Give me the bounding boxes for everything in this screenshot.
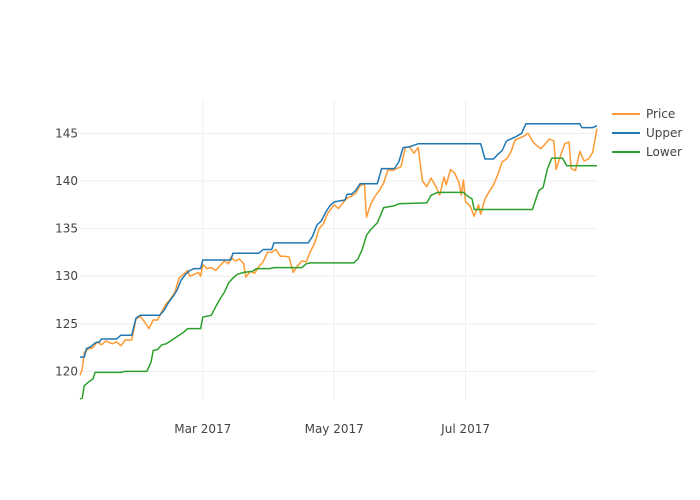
y-tick-label: 140 bbox=[55, 174, 78, 188]
y-tick-label: 130 bbox=[55, 269, 78, 283]
legend: Price Upper Lower bbox=[612, 107, 682, 159]
series-layer bbox=[79, 123, 598, 400]
x-tick-label: Mar 2017 bbox=[174, 422, 231, 436]
y-tick-label: 120 bbox=[55, 364, 78, 378]
y-tick-label: 135 bbox=[55, 222, 78, 236]
x-axis-tick-labels: Mar 2017 May 2017 Jul 2017 bbox=[174, 422, 490, 436]
x-tick-label: May 2017 bbox=[305, 422, 364, 436]
x-gridlines bbox=[202, 100, 467, 400]
legend-item-lower[interactable]: Lower bbox=[612, 145, 682, 159]
series-line-upper bbox=[80, 123, 598, 358]
series-line-lower bbox=[79, 157, 597, 400]
legend-label: Lower bbox=[646, 145, 682, 159]
y-axis-tick-labels: 120 125 130 135 140 145 bbox=[55, 126, 78, 378]
y-tick-label: 125 bbox=[55, 317, 78, 331]
legend-label: Price bbox=[646, 107, 675, 121]
legend-item-upper[interactable]: Upper bbox=[612, 126, 682, 140]
y-tick-label: 145 bbox=[55, 126, 78, 140]
y-gridlines bbox=[80, 132, 597, 372]
x-tick-label: Jul 2017 bbox=[440, 422, 490, 436]
legend-label: Upper bbox=[646, 126, 682, 140]
legend-item-price[interactable]: Price bbox=[612, 107, 675, 121]
